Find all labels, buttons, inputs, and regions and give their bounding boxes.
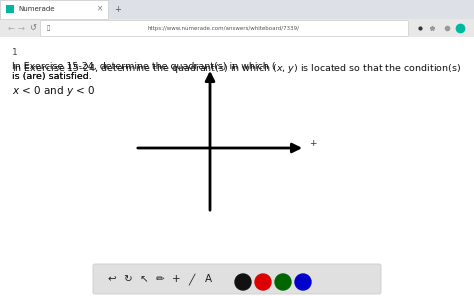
Text: In Exercise 15-24, determine the quadrant(s) in which (: In Exercise 15-24, determine the quadran… [12, 62, 275, 71]
Text: ←: ← [8, 23, 15, 33]
FancyBboxPatch shape [0, 0, 108, 19]
Circle shape [275, 274, 291, 290]
Text: Numerade: Numerade [18, 6, 55, 12]
Text: ↺: ↺ [29, 23, 36, 33]
Bar [6, 5, 14, 13]
Text: ↖: ↖ [140, 274, 148, 284]
Circle shape [255, 274, 271, 290]
Bar [0, 37, 474, 296]
Text: In Exercise 15-24, determine the quadrant(s) in which ($x$, $y$) is located so t: In Exercise 15-24, determine the quadran… [12, 62, 461, 75]
Text: ↻: ↻ [124, 274, 132, 284]
Text: A: A [204, 274, 211, 284]
Text: +: + [309, 139, 317, 149]
Text: ✏: ✏ [155, 274, 164, 284]
Text: is (are) satisfied.: is (are) satisfied. [12, 72, 92, 81]
Text: +: + [172, 274, 180, 284]
Text: https://www.numerade.com/answers/whiteboard/7339/: https://www.numerade.com/answers/whitebo… [148, 26, 300, 31]
Text: +: + [115, 4, 121, 14]
FancyBboxPatch shape [93, 264, 381, 294]
Bar [0, 0, 474, 19]
Circle shape [295, 274, 311, 290]
Text: ╱: ╱ [189, 273, 195, 285]
Circle shape [235, 274, 251, 290]
Text: ↩: ↩ [108, 274, 117, 284]
Text: →: → [18, 23, 25, 33]
Bar [0, 19, 474, 37]
Text: $x$ < 0 and $y$ < 0: $x$ < 0 and $y$ < 0 [12, 84, 96, 98]
Text: is (are) satisfied.: is (are) satisfied. [12, 72, 92, 81]
Text: ×: × [97, 4, 103, 14]
Text: 🔒: 🔒 [47, 26, 50, 31]
FancyBboxPatch shape [40, 20, 409, 36]
Text: 1: 1 [12, 48, 18, 57]
